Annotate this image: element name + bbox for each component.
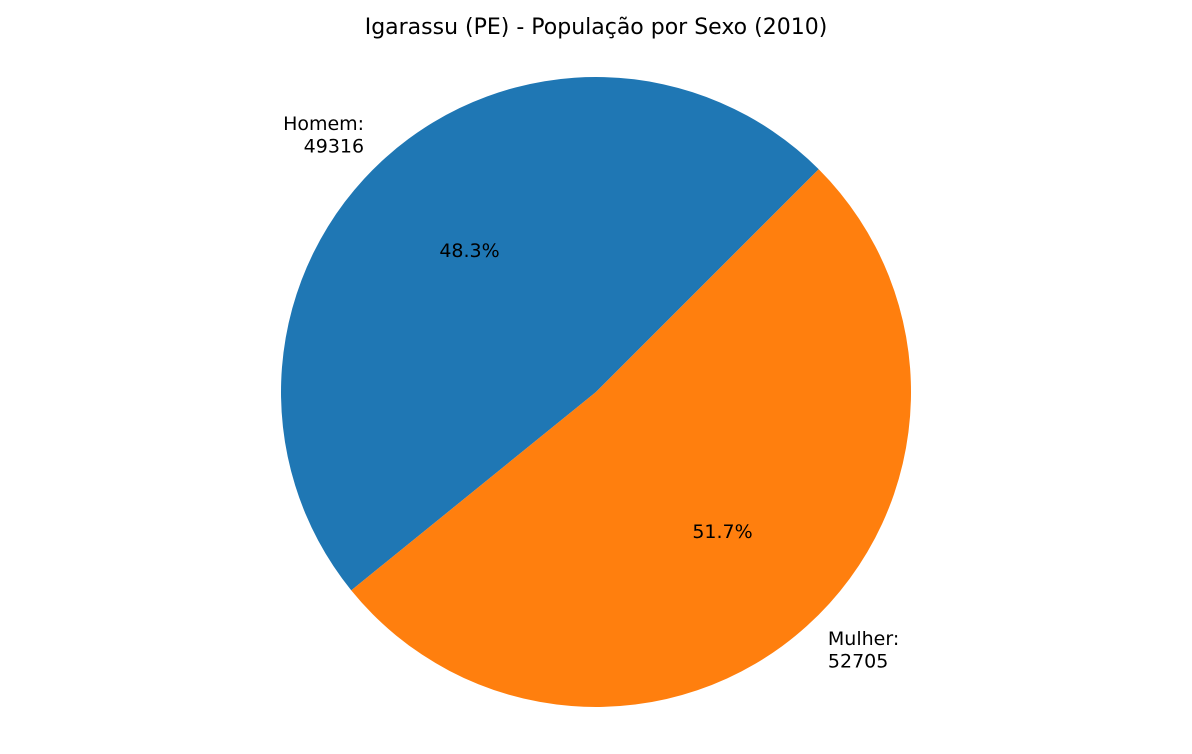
slice-percent-homem: 48.3% xyxy=(439,240,499,262)
pie-labels: Homem: 49316 48.3% Mulher: 52705 51.7% xyxy=(283,113,899,673)
slice-label-homem: Homem: 49316 xyxy=(283,113,364,158)
slice-label-line: Homem: xyxy=(283,113,364,135)
slice-label-line: 52705 xyxy=(828,651,888,673)
chart-title: Igarassu (PE) - População por Sexo (2010… xyxy=(365,15,828,40)
pie-slice-mulher xyxy=(351,169,912,708)
slice-label-mulher: Mulher: 52705 xyxy=(828,628,899,673)
slice-label-line: 49316 xyxy=(304,136,364,158)
slice-percent-mulher: 51.7% xyxy=(692,521,752,543)
pie-slice-homem xyxy=(281,77,819,591)
pie-slices xyxy=(281,77,912,708)
slice-label-line: Mulher: xyxy=(828,628,899,650)
